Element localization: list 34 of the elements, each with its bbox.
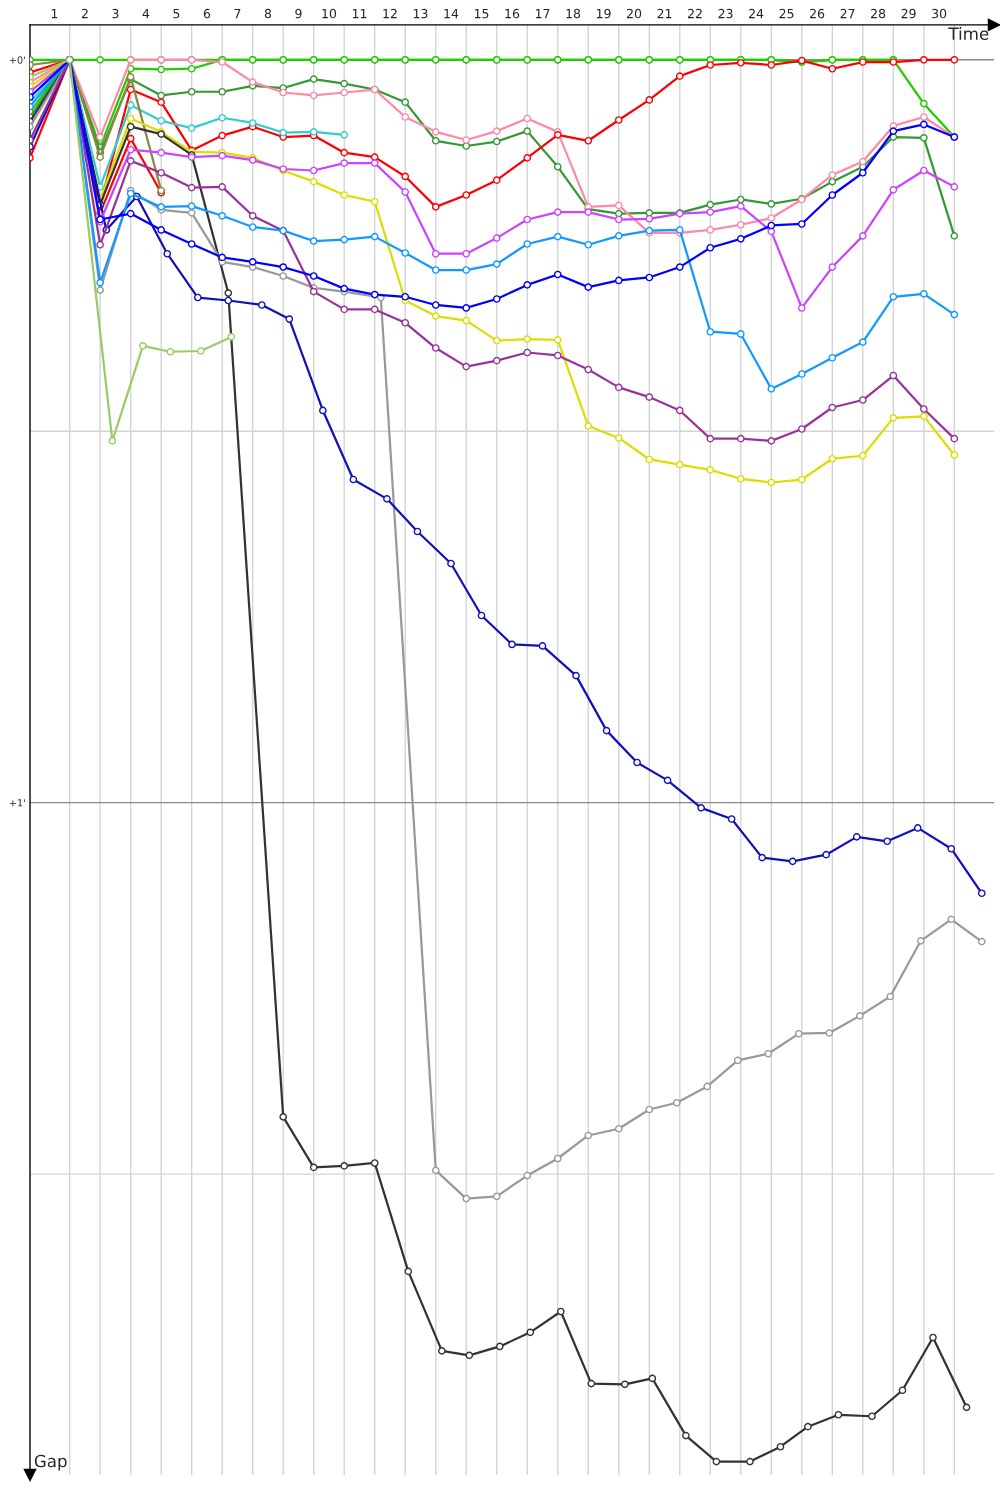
x-tick-label: 19 — [596, 8, 611, 19]
x-tick-label: 1 — [51, 9, 58, 19]
x-tick-label: 18 — [566, 8, 581, 19]
x-tick-label: 13 — [413, 8, 428, 19]
x-tick-label: 12 — [383, 8, 397, 19]
x-tick-label: 30 — [932, 8, 947, 19]
x-tick-label: 28 — [871, 8, 886, 19]
x-tick-label: 29 — [901, 8, 916, 19]
x-tick-label: 17 — [535, 9, 550, 19]
x-tick-label: 11 — [352, 9, 367, 19]
x-tick-label: 22 — [688, 8, 702, 19]
x-tick-label: 2 — [81, 8, 88, 19]
x-tick-label: 14 — [444, 9, 459, 19]
x-tick-label: 5 — [173, 9, 180, 19]
x-tick-label: 9 — [295, 8, 302, 19]
x-tick-label: 26 — [810, 8, 825, 19]
x-tick-label: 20 — [626, 8, 642, 19]
x-tick-label: 23 — [718, 8, 733, 19]
x-axis-title: Time — [948, 27, 989, 40]
x-tick-label: 6 — [203, 8, 211, 19]
x-tick-label: 21 — [657, 8, 672, 19]
x-tick-label: 25 — [779, 8, 794, 19]
y-tick-label: +0' — [9, 56, 25, 64]
x-tick-label: 15 — [474, 9, 489, 19]
x-tick-label: 27 — [840, 8, 855, 19]
x-tick-label: 4 — [142, 9, 150, 19]
x-tick-label: 3 — [112, 8, 119, 19]
x-tick-label: 16 — [505, 8, 520, 19]
x-tick-label: 8 — [264, 8, 272, 19]
y-tick-label: +1' — [9, 799, 25, 807]
x-tick-label: 24 — [749, 8, 764, 19]
y-axis-title: Gap — [34, 1454, 67, 1471]
x-tick-label: 10 — [322, 8, 337, 19]
x-tick-label: 7 — [234, 9, 241, 19]
